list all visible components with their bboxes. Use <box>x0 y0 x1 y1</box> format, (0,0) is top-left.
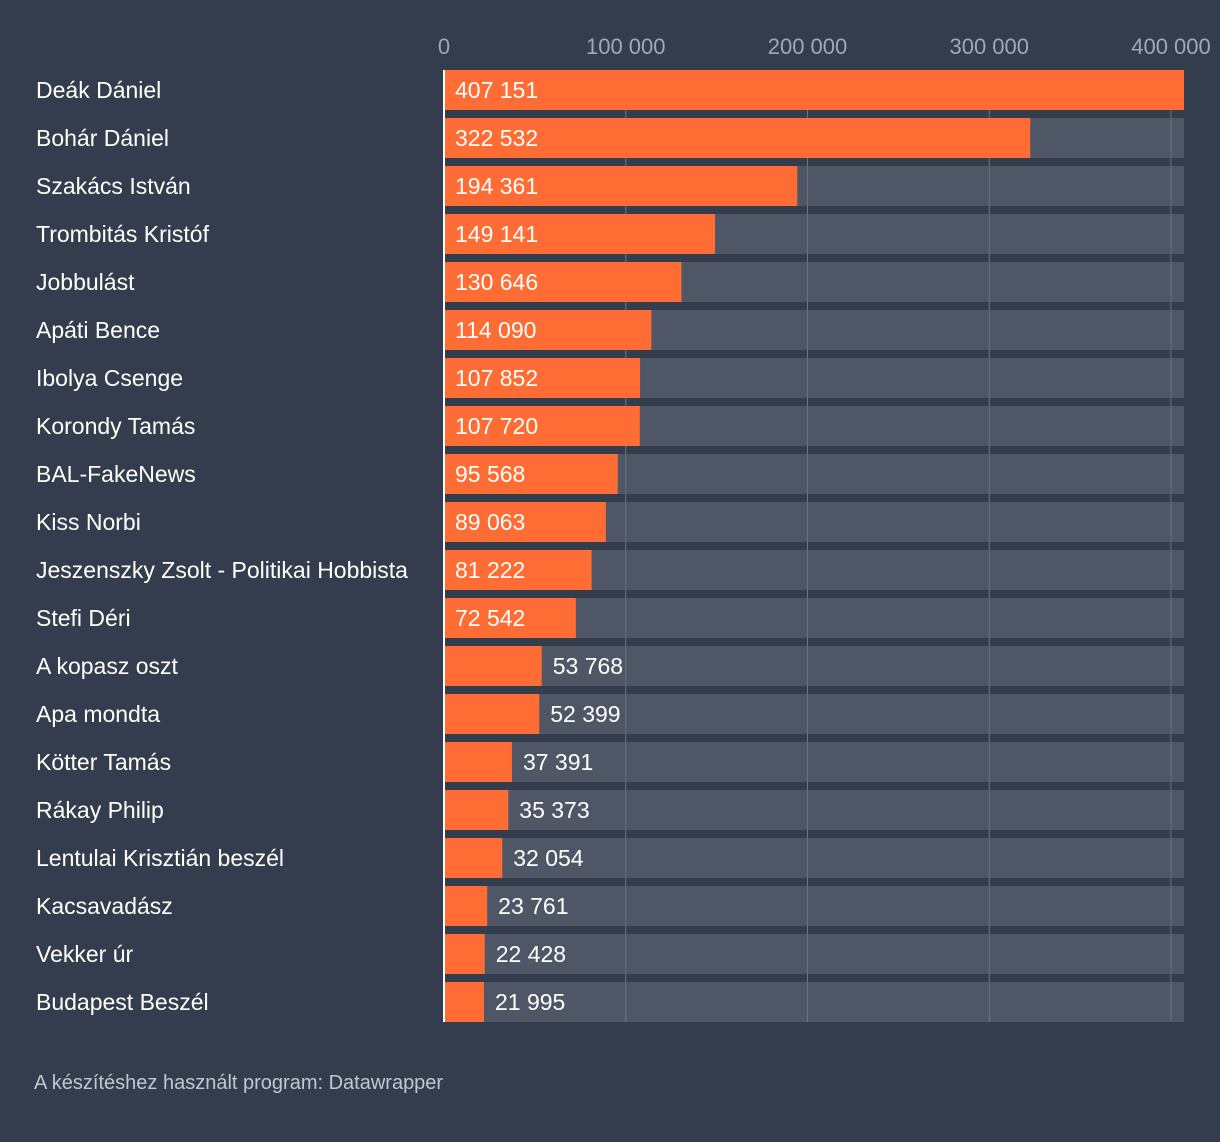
category-label: Kötter Tamás <box>36 749 171 775</box>
bar <box>444 790 509 830</box>
bar <box>444 550 592 590</box>
bar <box>444 310 652 350</box>
category-label: Deák Dániel <box>36 77 161 103</box>
category-label: Lentulai Krisztián beszél <box>36 845 284 871</box>
category-label: Kacsavadász <box>36 893 173 919</box>
value-label: 130 646 <box>455 269 538 295</box>
category-label: Apáti Bence <box>36 317 160 343</box>
value-label: 72 542 <box>455 605 525 631</box>
bar <box>444 406 640 446</box>
bar <box>444 166 798 206</box>
bar <box>444 454 618 494</box>
category-labels: Deák Dániel Bohár Dániel Szakács István Tro… <box>36 77 408 1015</box>
value-label: 22 428 <box>496 941 566 967</box>
category-label: A kopasz oszt <box>36 653 179 679</box>
category-label: Jeszenszky Zsolt - Politikai Hobbista <box>36 557 408 583</box>
bar <box>444 70 1184 110</box>
value-label: 114 090 <box>455 317 536 343</box>
category-label: Budapest Beszél <box>36 989 209 1015</box>
value-label: 149 141 <box>455 221 538 247</box>
category-label: Apa mondta <box>36 701 160 727</box>
value-labels: 407 151 322 532 194 361 149 141 130 646 114 0… <box>455 77 623 1015</box>
value-label: 107 720 <box>455 413 538 439</box>
value-label: 35 373 <box>519 797 589 823</box>
value-label: 95 568 <box>455 461 525 487</box>
value-label: 81 222 <box>455 557 525 583</box>
value-label: 23 761 <box>498 893 568 919</box>
value-label: 194 361 <box>455 173 538 199</box>
category-label: Bohár Dániel <box>36 125 169 151</box>
value-label: 52 399 <box>550 701 620 727</box>
category-label: Kiss Norbi <box>36 509 141 535</box>
axis-ticks: 0 100 000 200 000 300 000 400 000 <box>438 34 1211 59</box>
bar <box>444 502 606 542</box>
bar <box>444 358 641 398</box>
category-label: Jobbulást <box>36 269 135 295</box>
x-tick-label: 0 <box>438 34 450 59</box>
bar-track <box>444 694 1184 734</box>
value-label: 21 995 <box>495 989 565 1015</box>
value-label: 53 768 <box>553 653 623 679</box>
category-label: Trombitás Kristóf <box>36 221 210 247</box>
bar-track <box>444 934 1184 974</box>
x-tick-label: 300 000 <box>949 34 1029 59</box>
bar-tracks <box>444 70 1184 1022</box>
bar-track <box>444 982 1184 1022</box>
value-label: 37 391 <box>523 749 593 775</box>
bar <box>444 838 503 878</box>
bar-chart: 0 100 000 200 000 300 000 400 000 Deák Dánie… <box>36 34 1211 1022</box>
bars <box>444 70 1184 1022</box>
bar <box>444 982 484 1022</box>
bar <box>444 118 1031 158</box>
value-label: 407 151 <box>455 77 538 103</box>
x-tick-label: 400 000 <box>1131 34 1211 59</box>
bar-track <box>444 838 1184 878</box>
bar <box>444 214 716 254</box>
value-label: 32 054 <box>513 845 584 871</box>
bar <box>444 262 682 302</box>
category-label: Stefi Déri <box>36 605 131 631</box>
bar-track <box>444 646 1184 686</box>
category-label: Szakács István <box>36 173 191 199</box>
category-label: Ibolya Csenge <box>36 365 183 391</box>
bar <box>444 934 485 974</box>
gridlines <box>625 70 1172 1022</box>
bar <box>444 742 512 782</box>
value-label: 89 063 <box>455 509 525 535</box>
bar <box>444 598 576 638</box>
bar <box>444 646 542 686</box>
value-label: 322 532 <box>455 125 538 151</box>
source-note: A készítéshez használt program: Datawrap… <box>34 1072 444 1094</box>
category-label: Rákay Philip <box>36 797 164 823</box>
bar <box>444 694 540 734</box>
category-label: BAL-FakeNews <box>36 461 196 487</box>
bar-track <box>444 790 1184 830</box>
x-tick-label: 200 000 <box>768 34 848 59</box>
x-tick-label: 100 000 <box>586 34 666 59</box>
value-label: 107 852 <box>455 365 538 391</box>
category-label: Vekker úr <box>36 941 133 967</box>
bar <box>444 886 488 926</box>
bar-track <box>444 886 1184 926</box>
bar-track <box>444 742 1184 782</box>
category-label: Korondy Tamás <box>36 413 195 439</box>
